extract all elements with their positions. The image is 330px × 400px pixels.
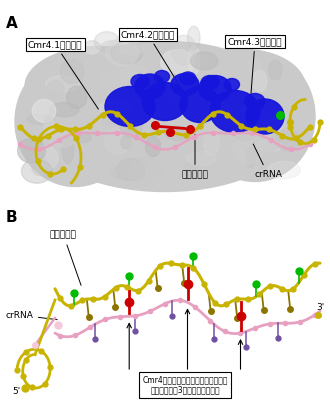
Ellipse shape: [143, 82, 187, 120]
Ellipse shape: [27, 114, 54, 124]
Ellipse shape: [105, 86, 155, 126]
Ellipse shape: [21, 159, 52, 183]
Ellipse shape: [276, 129, 300, 151]
Ellipse shape: [134, 71, 159, 84]
Ellipse shape: [256, 115, 286, 135]
Ellipse shape: [210, 90, 260, 132]
Ellipse shape: [180, 86, 220, 122]
Ellipse shape: [180, 72, 196, 85]
Ellipse shape: [185, 159, 198, 172]
Ellipse shape: [146, 136, 161, 156]
Ellipse shape: [65, 42, 265, 122]
Text: Cmr4.1のループ: Cmr4.1のループ: [28, 40, 98, 109]
Ellipse shape: [131, 74, 149, 88]
Ellipse shape: [253, 128, 280, 152]
Text: Cmr4.2のループ: Cmr4.2のループ: [121, 30, 183, 92]
Ellipse shape: [190, 52, 218, 70]
Ellipse shape: [102, 114, 113, 124]
Ellipse shape: [111, 165, 145, 180]
Text: Cmr4.3のループ: Cmr4.3のループ: [228, 37, 282, 104]
Ellipse shape: [239, 156, 257, 168]
Ellipse shape: [239, 107, 262, 122]
Ellipse shape: [106, 39, 139, 66]
Ellipse shape: [246, 147, 256, 167]
Text: A: A: [6, 16, 18, 32]
Ellipse shape: [121, 136, 131, 149]
Ellipse shape: [195, 52, 315, 182]
Text: crRNA: crRNA: [253, 144, 282, 179]
Ellipse shape: [256, 140, 282, 152]
Ellipse shape: [94, 32, 119, 52]
Ellipse shape: [187, 26, 200, 50]
Ellipse shape: [111, 42, 143, 64]
Ellipse shape: [30, 52, 300, 192]
Ellipse shape: [31, 152, 48, 176]
Ellipse shape: [154, 74, 184, 90]
Ellipse shape: [119, 44, 144, 55]
Ellipse shape: [233, 136, 264, 164]
Ellipse shape: [99, 41, 126, 60]
Ellipse shape: [171, 35, 197, 65]
Ellipse shape: [165, 126, 191, 141]
Ellipse shape: [48, 126, 77, 147]
Ellipse shape: [199, 76, 231, 102]
Ellipse shape: [60, 59, 84, 84]
Ellipse shape: [119, 66, 150, 83]
Ellipse shape: [117, 159, 145, 180]
Ellipse shape: [188, 46, 200, 75]
Ellipse shape: [245, 94, 265, 110]
Ellipse shape: [268, 60, 282, 80]
Ellipse shape: [32, 100, 56, 122]
Ellipse shape: [129, 158, 163, 185]
Ellipse shape: [62, 134, 74, 164]
Ellipse shape: [268, 161, 300, 179]
Ellipse shape: [195, 98, 207, 125]
Ellipse shape: [186, 152, 216, 165]
Ellipse shape: [204, 131, 219, 156]
Ellipse shape: [44, 116, 54, 137]
Ellipse shape: [50, 102, 79, 117]
Ellipse shape: [166, 90, 177, 102]
Ellipse shape: [100, 71, 128, 94]
Ellipse shape: [253, 70, 267, 92]
Text: 3': 3': [317, 304, 325, 312]
Ellipse shape: [246, 99, 284, 134]
Ellipse shape: [15, 56, 135, 186]
Ellipse shape: [248, 59, 262, 73]
Ellipse shape: [33, 146, 58, 170]
Ellipse shape: [264, 117, 282, 134]
Ellipse shape: [224, 78, 240, 90]
Ellipse shape: [105, 128, 131, 154]
Text: 標的類似体: 標的類似体: [182, 134, 209, 179]
Ellipse shape: [250, 129, 272, 141]
Text: 標的類似体: 標的類似体: [50, 230, 81, 285]
Ellipse shape: [154, 70, 170, 82]
Ellipse shape: [175, 49, 305, 124]
Ellipse shape: [83, 41, 100, 54]
Text: Cmr4のループにより不安定化された
標的類似体の3つのヌクレオチド: Cmr4のループにより不安定化された 標的類似体の3つのヌクレオチド: [142, 375, 228, 395]
Text: 5': 5': [12, 388, 20, 396]
Ellipse shape: [46, 76, 79, 92]
Ellipse shape: [25, 46, 175, 126]
Ellipse shape: [74, 132, 91, 143]
Ellipse shape: [99, 100, 131, 115]
Ellipse shape: [67, 86, 87, 108]
Ellipse shape: [171, 74, 199, 96]
Ellipse shape: [232, 114, 259, 140]
Text: crRNA: crRNA: [5, 310, 57, 320]
Ellipse shape: [47, 80, 64, 96]
Ellipse shape: [18, 138, 45, 163]
Ellipse shape: [201, 76, 219, 90]
Text: B: B: [6, 210, 17, 225]
Ellipse shape: [135, 74, 165, 99]
Ellipse shape: [160, 50, 195, 75]
Ellipse shape: [120, 110, 143, 138]
